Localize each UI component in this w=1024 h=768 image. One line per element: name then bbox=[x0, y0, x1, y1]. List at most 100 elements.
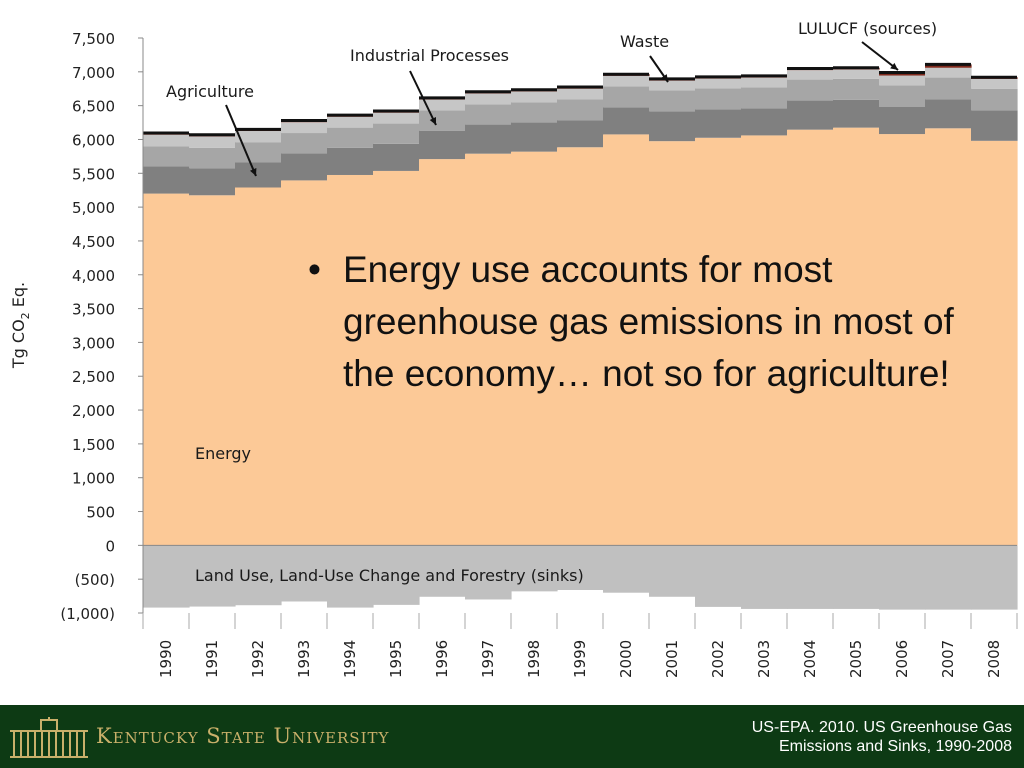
y-tick-label: 5,500 bbox=[72, 165, 115, 183]
y-tick-label: 4,500 bbox=[72, 233, 115, 251]
x-tick-label: 1999 bbox=[571, 640, 589, 678]
x-tick-label: 1993 bbox=[295, 640, 313, 678]
band-industrial-processes-1991 bbox=[189, 168, 236, 196]
y-tick-label: 5,000 bbox=[72, 199, 115, 217]
citation-line-2: Emissions and Sinks, 1990-2008 bbox=[778, 738, 1012, 755]
band-land-use-land-use-change-and-forestry-sinks-2001 bbox=[649, 545, 696, 597]
band-energy-2002 bbox=[695, 137, 742, 546]
x-tick-label: 2008 bbox=[985, 640, 1003, 678]
band-energy-1995 bbox=[373, 170, 420, 546]
band-agriculture-2000 bbox=[603, 86, 650, 108]
band-land-use-land-use-change-and-forestry-sinks-1993 bbox=[281, 545, 328, 602]
annotation-energy: Energy bbox=[195, 444, 251, 463]
band-land-use-land-use-change-and-forestry-sinks-1998 bbox=[511, 545, 558, 592]
band-energy-2001 bbox=[649, 141, 696, 546]
band-agriculture-1992 bbox=[235, 142, 282, 163]
band-energy-1997 bbox=[465, 153, 512, 546]
y-tick-label: 2,000 bbox=[72, 402, 115, 420]
band-agriculture-2007 bbox=[925, 77, 972, 100]
band-waste-1993 bbox=[281, 122, 328, 134]
band-agriculture-2003 bbox=[741, 87, 788, 109]
y-tick-label: (500) bbox=[75, 571, 115, 589]
arrow-agriculture-line bbox=[225, 104, 257, 177]
arrow-lulucf-sources-head bbox=[890, 62, 898, 70]
band-agriculture-1993 bbox=[281, 133, 328, 154]
university-name: Kentucky State University bbox=[96, 724, 390, 748]
x-tick-label: 1998 bbox=[525, 640, 543, 678]
annotation-agriculture: Agriculture bbox=[166, 82, 254, 101]
band-waste-1996 bbox=[419, 99, 466, 111]
band-agriculture-2001 bbox=[649, 90, 696, 112]
building-icon bbox=[10, 717, 88, 758]
x-tick-label: 2003 bbox=[755, 640, 773, 678]
band-agriculture-2008 bbox=[971, 88, 1018, 111]
band-energy-1992 bbox=[235, 187, 282, 546]
band-lulucf-sources-2006 bbox=[879, 72, 926, 76]
band-land-use-land-use-change-and-forestry-sinks-2007 bbox=[925, 545, 972, 610]
x-tick-label: 2006 bbox=[893, 640, 911, 678]
band-land-use-land-use-change-and-forestry-sinks-1992 bbox=[235, 545, 282, 606]
band-waste-2000 bbox=[603, 75, 650, 87]
band-agriculture-2005 bbox=[833, 78, 880, 100]
y-tick-label: 7,500 bbox=[72, 30, 115, 48]
emissions-chart: (1,000) (500) 0 500 1,000 1,500 2,000 2,500 3,00… bbox=[9, 19, 1018, 678]
y-tick-label: 3,500 bbox=[72, 301, 115, 319]
citation-line-1: US-EPA. 2010. US Greenhouse Gas bbox=[751, 719, 1012, 736]
band-industrial-processes-2002 bbox=[695, 109, 742, 138]
band-industrial-processes-2007 bbox=[925, 99, 972, 129]
band-industrial-processes-2003 bbox=[741, 108, 788, 136]
band-land-use-land-use-change-and-forestry-sinks-1990 bbox=[143, 545, 190, 608]
chart-axes bbox=[138, 37, 1018, 629]
band-land-use-land-use-change-and-forestry-sinks-1994 bbox=[327, 545, 374, 608]
band-energy-1993 bbox=[281, 180, 328, 546]
band-waste-2006 bbox=[879, 75, 926, 86]
band-waste-2008 bbox=[971, 78, 1018, 89]
x-tick-labels: 1990 1991 1992 1993 1994 1995 1996 1997 1998 1999… bbox=[157, 640, 1003, 678]
band-land-use-land-use-change-and-forestry-sinks-2006 bbox=[879, 545, 926, 610]
x-tick-label: 1991 bbox=[203, 640, 221, 678]
x-tick-label: 1990 bbox=[157, 640, 175, 678]
x-tick-label: 2002 bbox=[709, 640, 727, 678]
band-energy-2008 bbox=[971, 140, 1018, 546]
arrow-agriculture-head bbox=[249, 168, 257, 176]
band-energy-2003 bbox=[741, 135, 788, 546]
annotation-waste: Waste bbox=[620, 32, 669, 51]
band-industrial-processes-1995 bbox=[373, 143, 420, 171]
band-waste-2004 bbox=[787, 70, 834, 80]
y-tick-label: 1,000 bbox=[72, 470, 115, 488]
band-industrial-processes-2004 bbox=[787, 100, 834, 130]
band-energy-2005 bbox=[833, 127, 880, 546]
arrow-waste-head bbox=[661, 74, 668, 82]
y-tick-label: 500 bbox=[86, 504, 115, 522]
band-industrial-processes-2001 bbox=[649, 111, 696, 142]
y-tick-label: 4,000 bbox=[72, 267, 115, 285]
band-agriculture-1995 bbox=[373, 123, 420, 144]
band-industrial-processes-1998 bbox=[511, 122, 558, 152]
band-agriculture-1997 bbox=[465, 104, 512, 125]
band-industrial-processes-1994 bbox=[327, 147, 374, 175]
band-agriculture-1994 bbox=[327, 127, 374, 148]
band-agriculture-1990 bbox=[143, 146, 190, 167]
x-tick-label: 2001 bbox=[663, 640, 681, 678]
band-land-use-land-use-change-and-forestry-sinks-2002 bbox=[695, 545, 742, 607]
band-energy-1991 bbox=[189, 195, 236, 546]
chart-annotations: Agriculture Industrial Processes Waste LULU… bbox=[166, 19, 937, 585]
band-land-use-land-use-change-and-forestry-sinks-2004 bbox=[787, 545, 834, 609]
band-energy-1996 bbox=[419, 159, 466, 546]
band-land-use-land-use-change-and-forestry-sinks-1999 bbox=[557, 545, 604, 590]
band-land-use-land-use-change-and-forestry-sinks-2005 bbox=[833, 545, 880, 609]
y-tick-label: 6,000 bbox=[72, 131, 115, 149]
band-land-use-land-use-change-and-forestry-sinks-1995 bbox=[373, 545, 420, 605]
band-lulucf-sources-2007 bbox=[925, 64, 972, 68]
band-energy-2006 bbox=[879, 134, 926, 546]
x-tick-label: 2005 bbox=[847, 640, 865, 678]
x-tick-label: 2004 bbox=[801, 640, 819, 678]
band-industrial-processes-2005 bbox=[833, 99, 880, 128]
x-tick-label: 2007 bbox=[939, 640, 957, 678]
band-industrial-processes-2008 bbox=[971, 110, 1018, 141]
band-waste-1999 bbox=[557, 88, 604, 100]
y-tick-label: 7,000 bbox=[72, 64, 115, 82]
y-tick-label: 3,000 bbox=[72, 334, 115, 352]
band-energy-2000 bbox=[603, 134, 650, 546]
band-agriculture-1996 bbox=[419, 110, 466, 131]
